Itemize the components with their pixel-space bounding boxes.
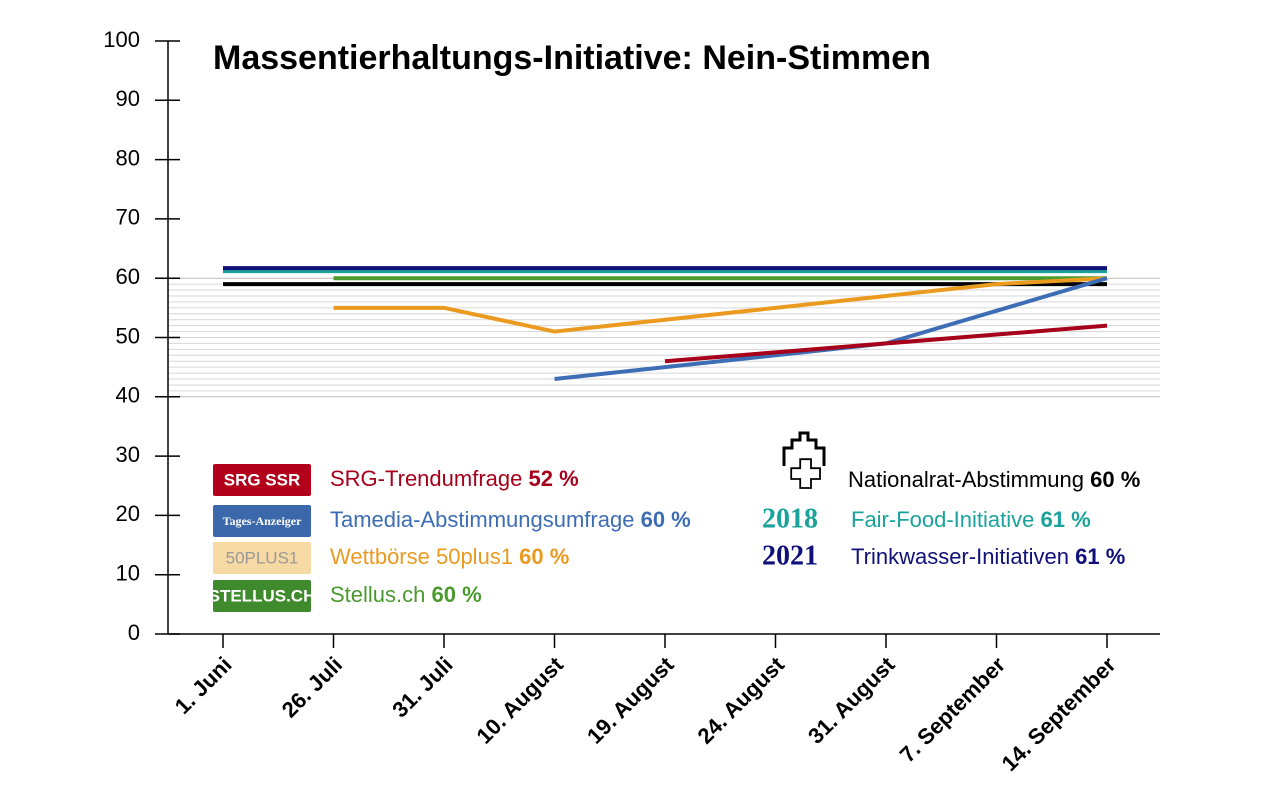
legend-label: Nationalrat-Abstimmung 60 % [848, 467, 1140, 492]
y-tick-label: 100 [103, 27, 140, 52]
y-tick-label: 70 [116, 205, 140, 230]
legend-name: Tamedia-Abstimmungsumfrage [330, 507, 634, 532]
legend-value: 60 % [641, 507, 691, 532]
y-tick-label: 40 [116, 383, 140, 408]
series-line [333, 276, 1108, 334]
legend-name: Trinkwasser-Initiativen [851, 544, 1069, 569]
y-tick-label: 90 [116, 86, 140, 111]
x-tick-label: 10. August [472, 652, 569, 749]
legend-logo-box [213, 464, 311, 496]
legend-name: Stellus.ch [330, 582, 425, 607]
x-tick-label: 14. September [997, 652, 1121, 776]
x-tick-label: 1. Juni [170, 652, 237, 719]
legend-label: Fair-Food-Initiative 61 % [851, 507, 1091, 532]
legend-label: Tamedia-Abstimmungsumfrage 60 % [330, 507, 691, 532]
y-tick-label: 80 [116, 145, 140, 170]
legend-value: 60 % [519, 544, 569, 569]
legend-value: 61 % [1075, 544, 1125, 569]
y-tick-label: 60 [116, 264, 140, 289]
x-tick-label: 24. August [693, 652, 790, 749]
y-tick-label: 20 [116, 501, 140, 526]
legend-value: 60 % [432, 582, 482, 607]
legend-name: Wettbörse 50plus1 [330, 544, 513, 569]
legend-value: 61 % [1041, 507, 1091, 532]
parliament-icon [782, 431, 826, 489]
legend-logo-box [213, 505, 311, 537]
legend-logo-text: Tages-Anzeiger [223, 514, 303, 528]
legend-value: 52 % [529, 466, 579, 491]
legend-value: 60 % [1090, 467, 1140, 492]
series-line [554, 276, 1108, 381]
x-tick-label: 7. September [895, 652, 1011, 768]
legend-label: Wettbörse 50plus1 60 % [330, 544, 569, 569]
legend-logo-text: 2018 [762, 503, 818, 534]
legend-label: SRG-Trendumfrage 52 % [330, 466, 579, 491]
y-tick-label: 10 [116, 561, 140, 586]
y-tick-label: 0 [128, 620, 140, 645]
x-tick-label: 31. August [803, 652, 900, 749]
legend-logo-box [213, 542, 311, 574]
legend-logo-text: SRG SSR [224, 470, 301, 489]
legend-logo-text: 2021 [762, 540, 818, 571]
legend-logo-text: 50PLUS1 [226, 548, 299, 567]
y-tick-label: 50 [116, 323, 140, 348]
chart-title: Massentierhaltungs-Initiative: Nein-Stim… [213, 39, 931, 77]
series-line [664, 323, 1108, 364]
y-tick-label: 30 [116, 442, 140, 467]
x-tick-label: 19. August [582, 652, 679, 749]
legend-name: Fair-Food-Initiative [851, 507, 1034, 532]
legend-label: Trinkwasser-Initiativen 61 % [851, 544, 1125, 569]
legend-logo-text: STELLUS.CH [209, 586, 316, 605]
legend-logo-box [213, 580, 311, 612]
legend-name: Nationalrat-Abstimmung [848, 467, 1084, 492]
x-tick-label: 26. Juli [277, 652, 347, 722]
legend-label: Stellus.ch 60 % [330, 582, 482, 607]
x-tick-label: 31. Juli [387, 652, 457, 722]
legend-name: SRG-Trendumfrage [330, 466, 522, 491]
